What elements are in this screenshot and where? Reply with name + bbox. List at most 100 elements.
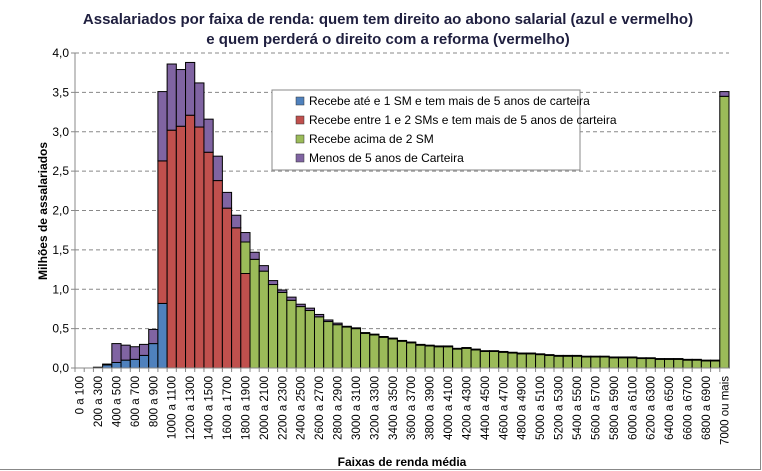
bar-segment-purple xyxy=(120,344,131,361)
x-tick-label: 2400 a 2500 xyxy=(296,376,308,440)
bar-segment-green xyxy=(544,354,555,369)
x-tick-label: 6400 a 6500 xyxy=(664,376,676,440)
bar-segment-purple xyxy=(267,280,279,286)
bar-segment-purple xyxy=(415,343,426,346)
bar-segment-purple xyxy=(341,325,352,328)
legend-swatch xyxy=(295,153,305,163)
bar-segment-purple xyxy=(185,61,196,116)
axes xyxy=(71,52,729,372)
bar-segment-purple xyxy=(525,352,537,355)
bar-segment-purple xyxy=(710,359,721,362)
bar-segment-green xyxy=(323,321,334,369)
legend-swatch xyxy=(295,115,305,125)
bar-segment-purple xyxy=(138,343,150,356)
y-tick-label: 0,0 xyxy=(52,361,69,375)
bar-segment-purple xyxy=(617,356,629,359)
bar-segment-red xyxy=(231,227,242,369)
bar-segment-purple xyxy=(673,358,684,360)
bar-segment-green xyxy=(590,356,601,369)
bar-segment-blue xyxy=(120,359,131,369)
bar-segment-purple xyxy=(682,358,693,361)
bar-segment-purple xyxy=(203,118,214,153)
bar-segment-green xyxy=(654,358,666,369)
bar-segment-purple xyxy=(111,343,122,363)
bar-segment-purple xyxy=(654,358,666,360)
x-tick-label: 6600 a 6700 xyxy=(683,376,695,440)
bar-segment-purple xyxy=(433,345,444,348)
bar-segment-purple xyxy=(240,232,251,243)
x-tick-label: 200 a 300 xyxy=(93,376,105,427)
bar-segment-purple xyxy=(387,337,398,340)
bar-segment-purple xyxy=(350,327,362,330)
x-tick-label: 1200 a 1300 xyxy=(185,376,197,440)
legend-swatch xyxy=(295,134,305,144)
bar-segment-green xyxy=(562,355,573,369)
x-tick-label: 3400 a 3500 xyxy=(388,376,400,440)
x-tick-label: 6800 a 6900 xyxy=(701,376,713,440)
x-tick-label: 2800 a 2900 xyxy=(333,376,345,440)
y-tick-label: 2,0 xyxy=(52,204,69,218)
bar-segment-blue xyxy=(138,354,150,369)
chart-title-line-2: e quem perderá o direito com a reforma (… xyxy=(206,31,569,48)
bar-segment-red xyxy=(212,180,223,369)
x-tick-label: 7000 ou mais xyxy=(719,376,731,445)
bar-segment-green xyxy=(507,352,518,369)
bar-segment-red xyxy=(194,126,205,369)
bar-segment-green xyxy=(664,358,675,369)
bar-segment-green xyxy=(350,328,362,369)
bar-segment-red xyxy=(221,207,233,369)
bar-segment-purple xyxy=(166,63,177,131)
bar-segment-green xyxy=(442,346,454,369)
x-tick-label: 4200 a 4300 xyxy=(461,376,473,440)
bar-segment-purple xyxy=(479,350,491,352)
y-tick-label: 0,5 xyxy=(52,322,69,336)
bar-segment-green xyxy=(378,336,389,369)
bar-segment-green xyxy=(369,334,380,369)
legend-box xyxy=(271,89,581,171)
bar-segment-green xyxy=(258,270,269,369)
bar-segment-purple xyxy=(212,155,223,182)
bar-segment-green xyxy=(313,316,325,369)
bar-segment-purple xyxy=(571,354,583,357)
x-tick-label: 3200 a 3300 xyxy=(369,376,381,440)
bar-segment-red xyxy=(240,273,251,369)
x-tick-label: 4600 a 4700 xyxy=(498,376,510,440)
bar-segment-red xyxy=(185,114,196,369)
bar-segment-purple xyxy=(369,333,380,336)
bar-segment-red xyxy=(166,129,177,369)
bar-segment-green xyxy=(525,353,537,369)
bar-segment-purple xyxy=(406,341,417,344)
legend: Recebe até e 1 SM e tem mais de 5 anos d… xyxy=(271,89,617,171)
bar-segment-green xyxy=(673,358,684,369)
bar-segment-purple xyxy=(304,307,315,312)
x-tick-label: 3600 a 3700 xyxy=(406,376,418,440)
x-tick-label: 2600 a 2700 xyxy=(314,376,326,440)
bar-segment-green xyxy=(627,357,638,369)
bar-segment-purple xyxy=(636,357,647,360)
bar-segment-purple xyxy=(277,289,288,293)
bar-segment-green xyxy=(581,356,592,369)
bar-segment-green xyxy=(691,359,702,369)
legend-entry: Menos de 5 anos de Carteira xyxy=(309,151,464,165)
bar-segment-purple xyxy=(360,332,371,334)
bar-segment-purple xyxy=(295,303,306,308)
y-tick-label: 3,5 xyxy=(52,85,69,99)
bar-segment-red xyxy=(175,125,187,369)
x-tick-label: 5000 a 5100 xyxy=(535,376,547,440)
legend-entry: Recebe acima de 2 SM xyxy=(309,132,434,146)
bar-segment-purple xyxy=(535,353,546,356)
bar-segment-green xyxy=(360,332,371,369)
x-tick-label: 2000 a 2100 xyxy=(259,376,271,440)
bar-segment-green xyxy=(240,241,251,274)
x-tick-label: 4400 a 4500 xyxy=(480,376,492,440)
bar-segment-purple xyxy=(424,344,435,347)
bar-segment-green xyxy=(645,358,656,369)
bar-segment-green xyxy=(295,306,306,369)
bar-segment-green xyxy=(406,342,417,369)
bar-segment-purple xyxy=(157,91,168,162)
bar-segment-green xyxy=(396,340,408,369)
bar-segment-green xyxy=(461,347,472,369)
bar-segment-purple xyxy=(627,356,638,359)
